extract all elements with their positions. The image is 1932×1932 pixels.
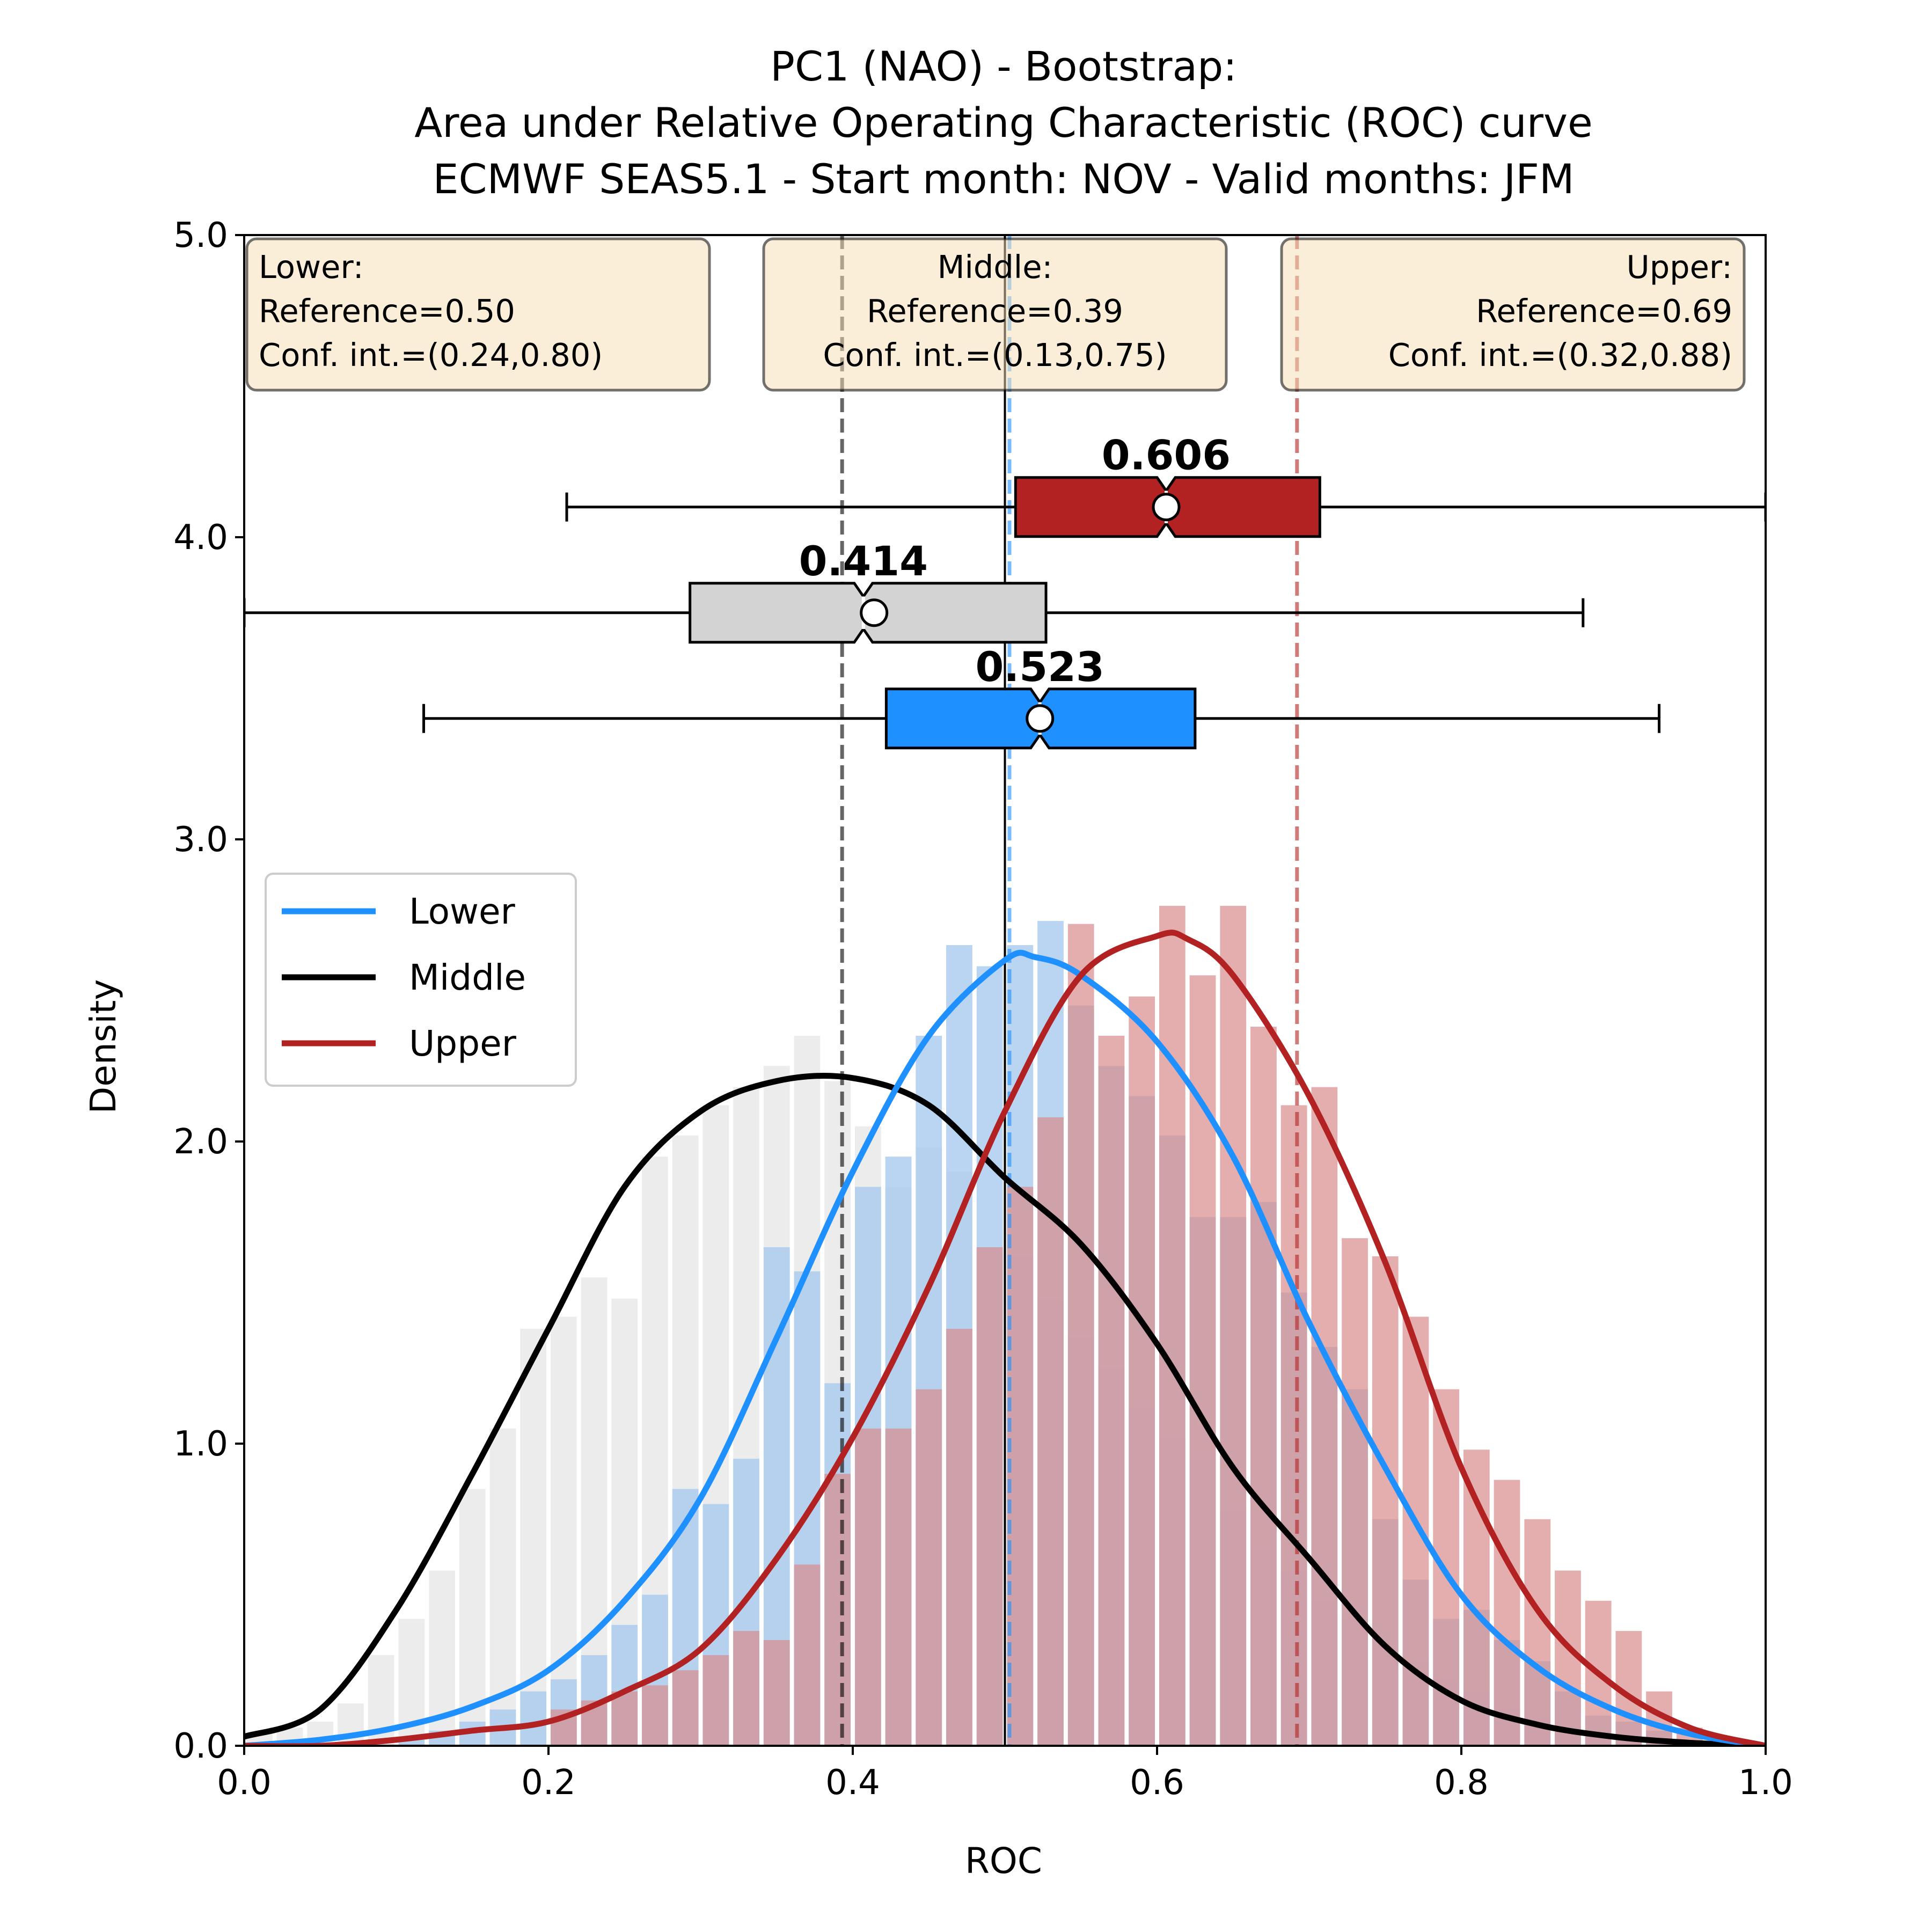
median-value-label-upper: 0.606 [1102,431,1231,479]
x-tick-label: 1.0 [1738,1763,1793,1803]
y-tick-label: 5.0 [173,216,228,255]
kde-line-upper [244,930,1766,1746]
median-value-label-middle: 0.414 [799,537,928,585]
plot-clip-group [244,235,1766,1746]
hist-bar-lower [520,1691,547,1746]
annotation-upper: Upper: Reference=0.69 Conf. int.=(0.32,0.8… [1280,237,1746,392]
hist-bar-upper [1524,1519,1551,1746]
annotation-line-lower: Reference=0.50 [259,292,515,330]
plot-area: 0.0 0.2 0.4 0.6 0.8 1.0 0.0 1.0 2.0 3.0 4.0 5.0 0.52… [173,216,1793,1803]
hist-bar-upper [854,1428,881,1746]
hist-bar-upper [1311,1087,1338,1746]
annotation-line-upper: Upper: [1627,248,1732,286]
hist-bar-lower [398,1739,425,1746]
hist-bar-upper [1220,905,1247,1746]
y-tick-label: 4.0 [173,518,228,558]
median-value-label-lower: 0.523 [976,643,1104,691]
hist-bar-upper [916,1389,942,1746]
legend-label-upper: Upper [409,1023,517,1064]
axis-labels: ROC Density [83,979,1042,1882]
hist-bar-upper [1250,1027,1277,1746]
histogram-upper [550,905,1703,1746]
hist-bar-upper [1129,996,1155,1746]
legend: Lower Middle Upper [265,873,577,1087]
annotation-line-upper: Conf. int.=(0.32,0.88) [1388,336,1732,374]
legend-frame [265,873,577,1087]
annotation-line-middle: Conf. int.=(0.13,0.75) [823,336,1167,374]
hist-bar-upper [733,1631,759,1746]
mean-marker-upper [1152,493,1181,522]
hist-bar-upper [1159,905,1185,1746]
mean-marker-middle [860,598,889,627]
title-line-3: ECMWF SEAS5.1 - Start month: NOV - Valid… [433,155,1574,203]
hist-bar-upper [946,1329,972,1746]
boxplot-upper [565,476,1766,538]
annotation-box-lower [245,237,711,392]
annotation-middle: Middle: Reference=0.39 Conf. int.=(0.13,0.… [762,237,1228,392]
hist-bar-middle [550,1316,577,1746]
annotation-line-lower: Lower: [259,248,364,286]
axes-frame [243,234,1767,1747]
hist-bar-upper [824,1474,851,1746]
hist-bar-upper [1067,924,1094,1746]
hist-bar-upper [885,1428,912,1746]
boxplot-lower [422,687,1661,750]
hist-bar-upper [611,1691,638,1746]
annotation-box-upper [1280,237,1746,392]
hist-bar-upper [672,1670,699,1746]
hist-bar-upper [1280,1105,1307,1746]
x-tick-label: 0.8 [1434,1763,1489,1803]
y-tick-label: 2.0 [173,1122,228,1162]
annotation-box-middle [762,237,1228,392]
annotation-line-middle: Reference=0.39 [867,292,1123,330]
x-tick-label: 0.0 [217,1763,272,1803]
chart-title: PC1 (NAO) - Bootstrap: Area under Relati… [414,42,1592,203]
y-axis-label: Density [83,979,124,1114]
y-tick-label: 1.0 [173,1424,228,1464]
y-tick-label: 3.0 [173,820,228,860]
hist-bar-upper [642,1685,668,1746]
x-tick-label: 0.2 [521,1763,576,1803]
annotation-line-middle: Middle: [938,248,1053,286]
hist-bar-upper [1372,1256,1399,1746]
x-tick-label: 0.4 [825,1763,880,1803]
hist-bar-upper [1494,1480,1520,1746]
hist-bar-upper [1342,1238,1368,1746]
hist-bar-upper [1098,1035,1125,1746]
mean-marker-lower [1026,704,1055,733]
legend-label-lower: Lower [409,891,516,932]
title-line-2: Area under Relative Operating Characteri… [414,99,1592,147]
hist-bar-upper [794,1564,821,1746]
boxplot-middle [244,582,1585,644]
title-line-1: PC1 (NAO) - Bootstrap: [770,42,1237,90]
annotation-lower: Lower: Reference=0.50 Conf. int.=(0.24,0.8… [245,237,711,392]
hist-bar-upper [976,1247,1003,1746]
hist-bar-upper [763,1640,790,1746]
x-tick-label: 0.6 [1130,1763,1184,1803]
legend-label-middle: Middle [409,957,526,998]
annotation-line-lower: Conf. int.=(0.24,0.80) [259,336,603,374]
x-axis-label: ROC [965,1840,1042,1882]
hist-bar-upper [1007,1187,1034,1746]
y-tick-label: 0.0 [173,1726,228,1766]
annotation-line-upper: Reference=0.69 [1476,292,1732,330]
kde-line-lower [244,949,1766,1746]
hist-bar-upper [702,1655,729,1746]
